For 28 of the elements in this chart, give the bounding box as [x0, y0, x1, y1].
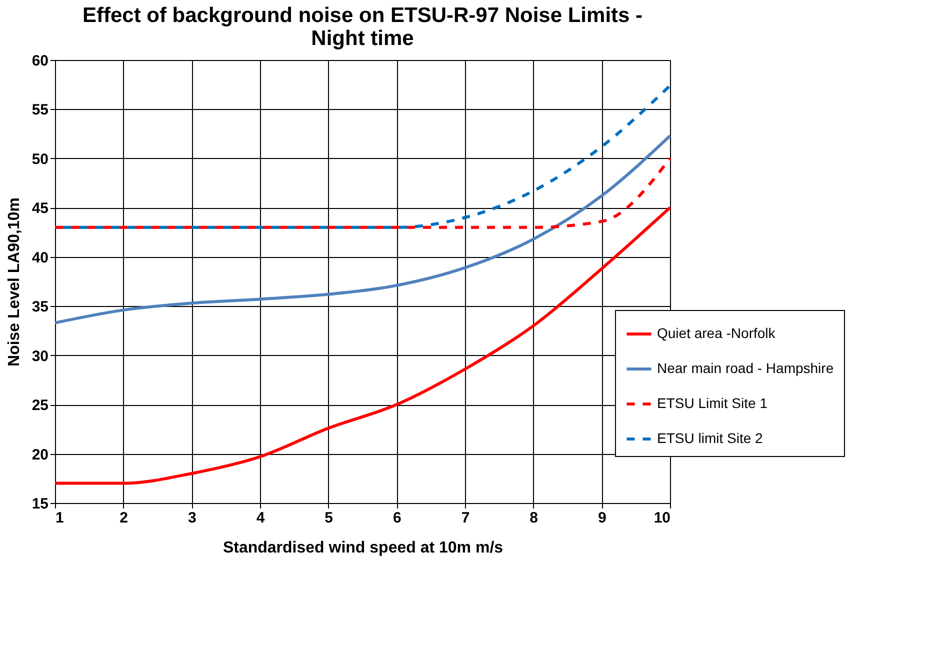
x-tick-label: 5 — [324, 510, 334, 526]
x-tick-label: 8 — [530, 510, 538, 526]
y-tick-label: 25 — [32, 397, 48, 414]
legend-label: Quiet area -Norfolk — [657, 325, 776, 341]
y-tick-label: 50 — [32, 150, 48, 168]
x-tick-label: 2 — [120, 510, 128, 526]
y-tick-label: 30 — [32, 348, 48, 365]
legend-label: ETSU limit Site 2 — [657, 430, 764, 446]
x-tick-label: 3 — [188, 510, 196, 526]
x-tick-label: 4 — [256, 510, 266, 526]
x-tick-label: 1 — [56, 510, 64, 526]
legend-label: ETSU Limit Site 1 — [657, 395, 768, 411]
line-series — [54, 134, 672, 324]
x-tick-label: 7 — [461, 510, 470, 526]
y-tick-label: 15 — [32, 496, 48, 512]
x-tick-label: 9 — [598, 510, 606, 526]
y-tick-label: 55 — [32, 102, 48, 119]
legend-label: Near main road - Hampshire — [657, 360, 834, 376]
y-tick-label: 20 — [32, 446, 48, 464]
x-tick-label: 6 — [392, 510, 402, 526]
y-tick-label: 60 — [32, 52, 48, 70]
x-axis-title: Standardised wind speed at 10m m/s — [222, 540, 504, 556]
x-tick-label: 10 — [654, 510, 670, 526]
y-tick-label: 45 — [32, 200, 48, 218]
chart-title: Effect of background noise on ETSU-R-97 Noise Limits - Night time — [82, 4, 643, 50]
y-tick-label: 35 — [32, 298, 48, 316]
y-axis-title: Noise Level LA90,10m — [6, 198, 23, 366]
y-tick-label: 40 — [32, 249, 48, 266]
